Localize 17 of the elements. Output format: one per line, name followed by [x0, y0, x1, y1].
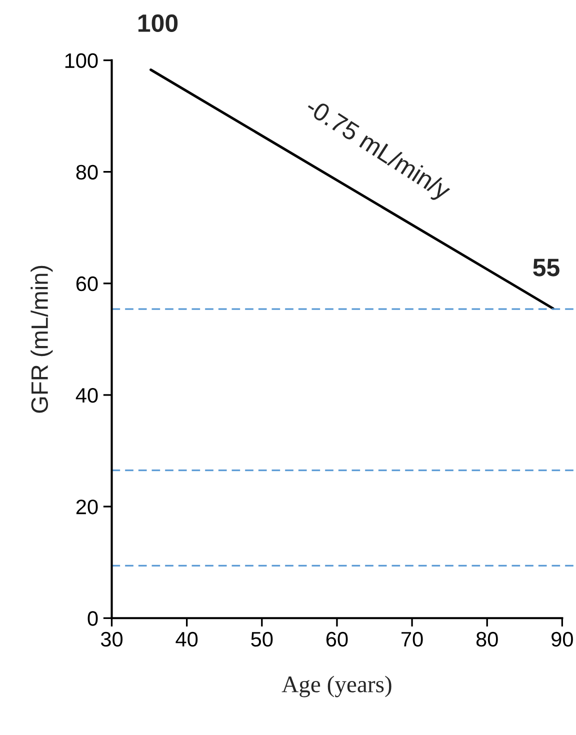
y-tick-label: 60 [76, 276, 98, 292]
y-tick-label: 0 [88, 611, 98, 626]
x-tick-label: 60 [326, 632, 348, 647]
annotation: 55 [533, 258, 560, 276]
x-axis-title: Age (years) [282, 676, 392, 698]
annotation: 100 [138, 14, 178, 32]
y-tick-label: 100 [65, 53, 98, 68]
x-tick-label: 50 [251, 632, 273, 647]
x-tick-label: 30 [100, 632, 123, 647]
x-tick-label: 70 [402, 632, 423, 647]
x-tick-label: 40 [176, 632, 198, 647]
x-tick-label: 80 [476, 632, 498, 647]
y-tick-label: 20 [76, 500, 98, 514]
x-tick-label: 90 [552, 632, 573, 647]
y-tick-label: 80 [76, 164, 98, 180]
y-tick-label: 40 [76, 388, 98, 403]
y-axis-title: GFR (mL/min) [30, 266, 53, 413]
